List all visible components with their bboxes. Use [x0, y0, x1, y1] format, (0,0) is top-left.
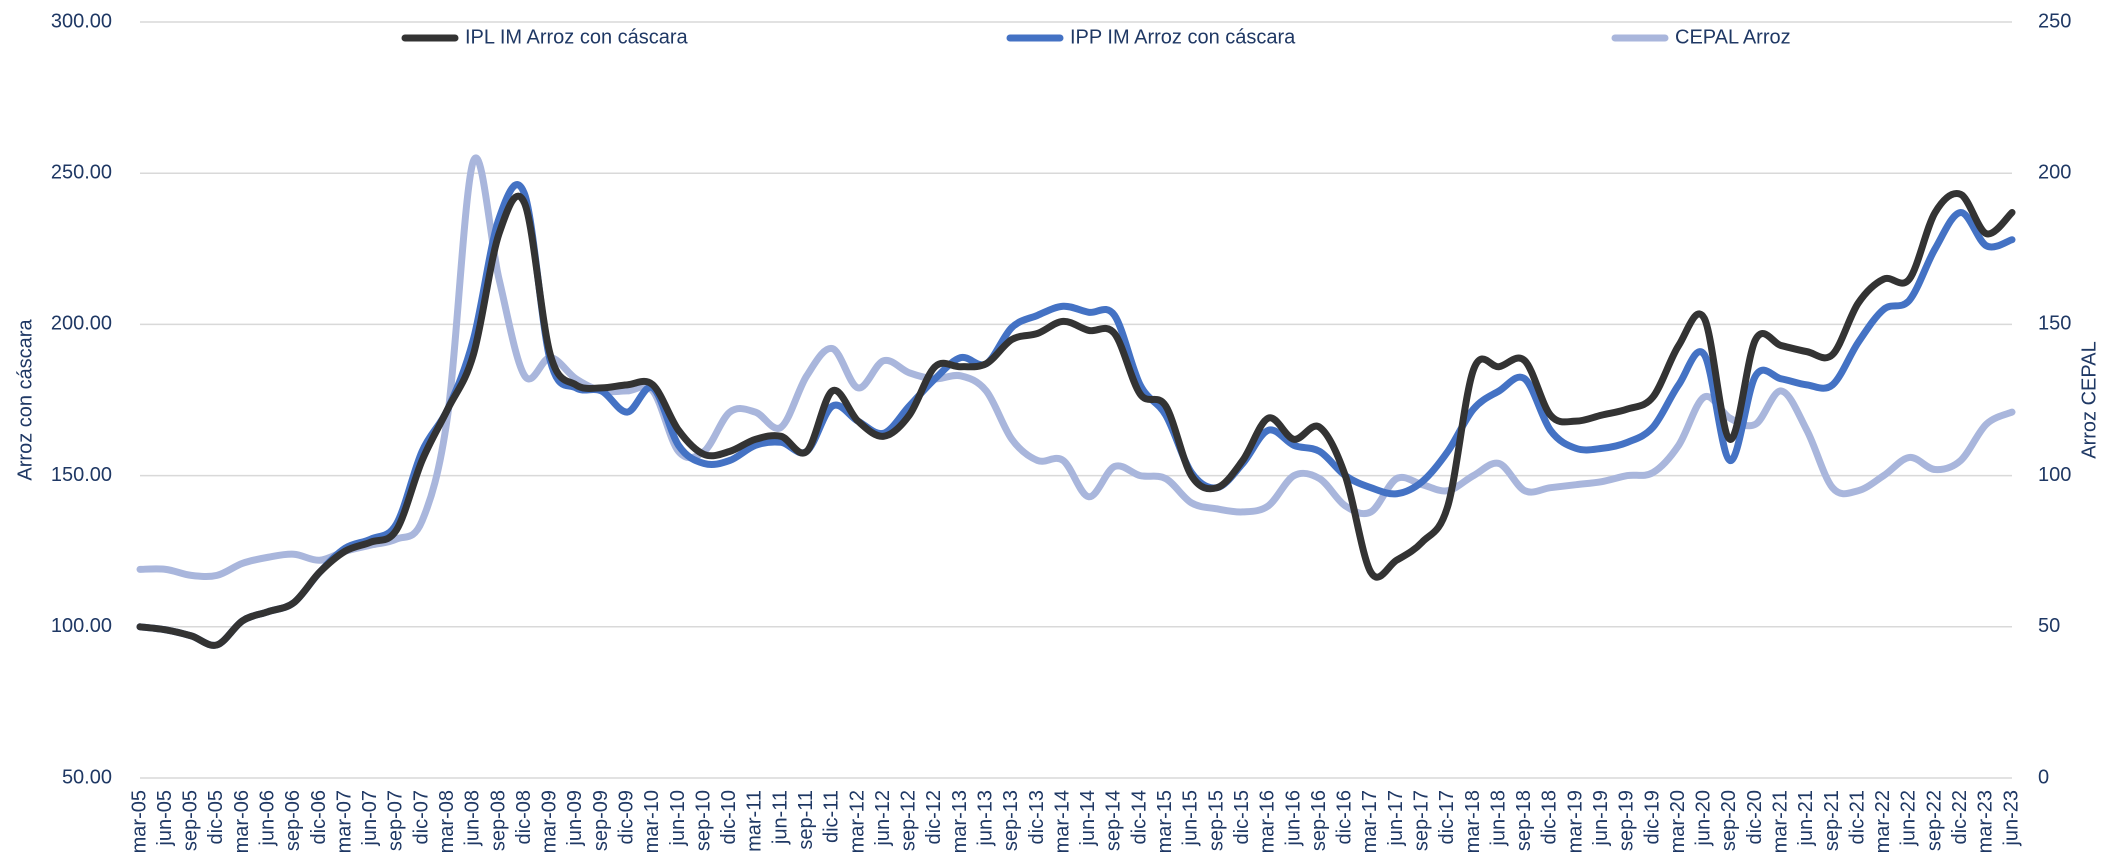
x-tick-label: jun-13 [975, 790, 997, 847]
x-tick-label: mar-10 [641, 790, 663, 853]
x-tick-label: jun-12 [872, 790, 894, 847]
x-tick-label: mar-20 [1667, 790, 1689, 853]
legend-label: IPP IM Arroz con cáscara [1070, 26, 1296, 48]
legend-label: IPL IM Arroz con cáscara [465, 26, 689, 48]
x-tick-label: jun-10 [667, 790, 689, 847]
x-tick-label: mar-14 [1051, 790, 1073, 853]
x-tick-label: jun-15 [1180, 790, 1202, 847]
x-tick-label: dic-05 [205, 790, 227, 844]
y-tick-label: 300.00 [51, 10, 112, 32]
x-tick-label: dic-10 [718, 790, 740, 844]
x-tick-label: mar-06 [231, 790, 253, 853]
x-tick-label: dic-07 [410, 790, 432, 844]
x-tick-label: jun-09 [564, 790, 586, 847]
x-tick-label: mar-22 [1872, 790, 1894, 853]
x-tick-label: dic-22 [1949, 790, 1971, 844]
x-tick-label: dic-17 [1436, 790, 1458, 844]
y2-tick-label: 100 [2038, 464, 2071, 486]
x-tick-label: mar-16 [1257, 790, 1279, 853]
x-tick-label: sep-09 [590, 790, 612, 851]
x-tick-label: mar-05 [128, 790, 150, 853]
y2-tick-label: 150 [2038, 313, 2071, 335]
x-tick-label: sep-10 [692, 790, 714, 851]
x-tick-label: dic-18 [1539, 790, 1561, 844]
x-tick-label: sep-19 [1616, 790, 1638, 851]
y-tick-label: 250.00 [51, 161, 112, 183]
chart: Arroz con cáscara Arroz CEPAL 50.00 100.0… [0, 0, 2108, 865]
x-tick-label: jun-23 [2000, 790, 2022, 847]
x-tick-label: dic-11 [821, 790, 843, 843]
x-tick-label: jun-14 [1077, 790, 1099, 847]
y-tick-label: 150.00 [51, 464, 112, 486]
x-tick-label: dic-19 [1641, 790, 1663, 844]
x-tick-label: sep-17 [1410, 790, 1432, 851]
x-tick-label: sep-06 [282, 790, 304, 851]
x-tick-label: sep-15 [1205, 790, 1227, 851]
y2-tick-label: 250 [2038, 10, 2071, 32]
x-tick-label: mar-15 [1154, 790, 1176, 853]
x-tick-label: mar-23 [1975, 790, 1997, 853]
x-tick-label: jun-17 [1385, 790, 1407, 847]
x-tick-label: mar-09 [539, 790, 561, 853]
y2-tick-label: 200 [2038, 161, 2071, 183]
x-tick-label: sep-07 [385, 790, 407, 851]
y2-tick-label: 50 [2038, 615, 2060, 637]
x-tick-label: sep-20 [1718, 790, 1740, 851]
y-tick-label: 200.00 [51, 313, 112, 335]
x-tick-label: mar-18 [1462, 790, 1484, 853]
x-tick-label: sep-14 [1103, 790, 1125, 851]
y-axis-title: Arroz con cáscara [14, 319, 36, 481]
x-tick-label: jun-07 [359, 790, 381, 847]
x-tick-label: sep-08 [487, 790, 509, 851]
x-tick-label: sep-18 [1513, 790, 1535, 851]
x-tick-label: dic-20 [1744, 790, 1766, 844]
y-tick-label: 50.00 [62, 766, 112, 788]
x-tick-label: jun-18 [1487, 790, 1509, 847]
x-tick-label: sep-22 [1923, 790, 1945, 851]
x-tick-label: sep-05 [180, 790, 202, 851]
x-tick-label: jun-05 [154, 790, 176, 847]
x-tick-label: dic-14 [1128, 790, 1150, 844]
x-tick-label: jun-11 [769, 790, 791, 845]
x-tick-label: sep-12 [898, 790, 920, 851]
x-tick-label: mar-21 [1769, 790, 1791, 853]
y2-axis-title: Arroz CEPAL [2078, 341, 2100, 458]
x-tick-label: mar-11 [744, 790, 766, 852]
x-tick-label: jun-21 [1795, 790, 1817, 847]
x-tick-label: jun-08 [462, 790, 484, 847]
x-tick-label: mar-13 [949, 790, 971, 853]
x-tick-label: sep-11 [795, 790, 817, 850]
x-tick-label: mar-07 [333, 790, 355, 853]
x-tick-label: mar-08 [436, 790, 458, 853]
x-tick-label: dic-16 [1334, 790, 1356, 844]
y2-tick-label: 0 [2038, 766, 2049, 788]
x-tick-label: dic-06 [308, 790, 330, 844]
x-tick-label: sep-16 [1308, 790, 1330, 851]
x-tick-label: mar-19 [1564, 790, 1586, 853]
x-tick-label: dic-21 [1846, 790, 1868, 844]
x-tick-label: sep-21 [1821, 790, 1843, 851]
x-tick-label: jun-16 [1282, 790, 1304, 847]
x-tick-label: dic-08 [513, 790, 535, 844]
x-tick-label: dic-12 [923, 790, 945, 844]
x-tick-label: mar-17 [1359, 790, 1381, 853]
x-tick-label: mar-12 [846, 790, 868, 853]
x-tick-label: sep-13 [1000, 790, 1022, 851]
x-tick-label: dic-09 [616, 790, 638, 844]
x-tick-label: dic-15 [1231, 790, 1253, 844]
x-tick-label: dic-13 [1026, 790, 1048, 844]
line-series [140, 158, 2012, 577]
x-tick-label: jun-22 [1898, 790, 1920, 847]
x-tick-label: jun-20 [1693, 790, 1715, 847]
page: Arroz con cáscara Arroz CEPAL 50.00 100.0… [0, 0, 2108, 865]
legend-label: CEPAL Arroz [1675, 26, 1791, 48]
x-tick-label: jun-06 [257, 790, 279, 847]
x-tick-label: jun-19 [1590, 790, 1612, 847]
y-tick-label: 100.00 [51, 615, 112, 637]
